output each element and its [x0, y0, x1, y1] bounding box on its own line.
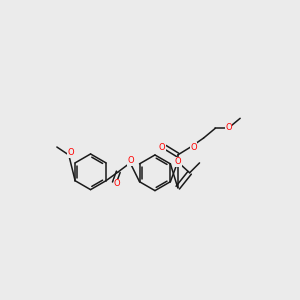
- Text: O: O: [68, 148, 74, 158]
- Text: O: O: [114, 179, 121, 188]
- Text: O: O: [175, 158, 181, 166]
- Text: O: O: [159, 142, 165, 152]
- Text: O: O: [226, 123, 232, 132]
- Text: O: O: [190, 142, 197, 152]
- Text: O: O: [128, 156, 134, 165]
